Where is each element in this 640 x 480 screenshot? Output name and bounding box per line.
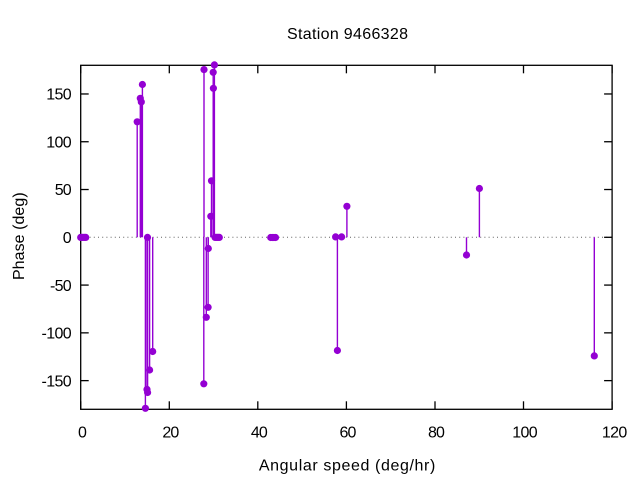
svg-text:-50: -50	[50, 278, 72, 295]
svg-text:-150: -150	[42, 373, 72, 390]
svg-text:100: 100	[46, 135, 71, 152]
svg-text:40: 40	[251, 424, 268, 441]
svg-text:20: 20	[162, 424, 179, 441]
svg-text:100: 100	[512, 424, 537, 441]
svg-text:150: 150	[46, 87, 71, 104]
svg-text:0: 0	[63, 230, 72, 247]
svg-text:120: 120	[602, 424, 627, 441]
svg-text:60: 60	[339, 424, 356, 441]
svg-text:-100: -100	[42, 326, 72, 343]
svg-text:80: 80	[428, 424, 445, 441]
svg-text:Angular speed (deg/hr): Angular speed (deg/hr)	[259, 457, 435, 474]
svg-text:Station 9466328: Station 9466328	[287, 26, 408, 43]
svg-text:0: 0	[78, 424, 87, 441]
svg-text:50: 50	[55, 182, 72, 199]
svg-text:Phase (deg): Phase (deg)	[11, 192, 28, 280]
